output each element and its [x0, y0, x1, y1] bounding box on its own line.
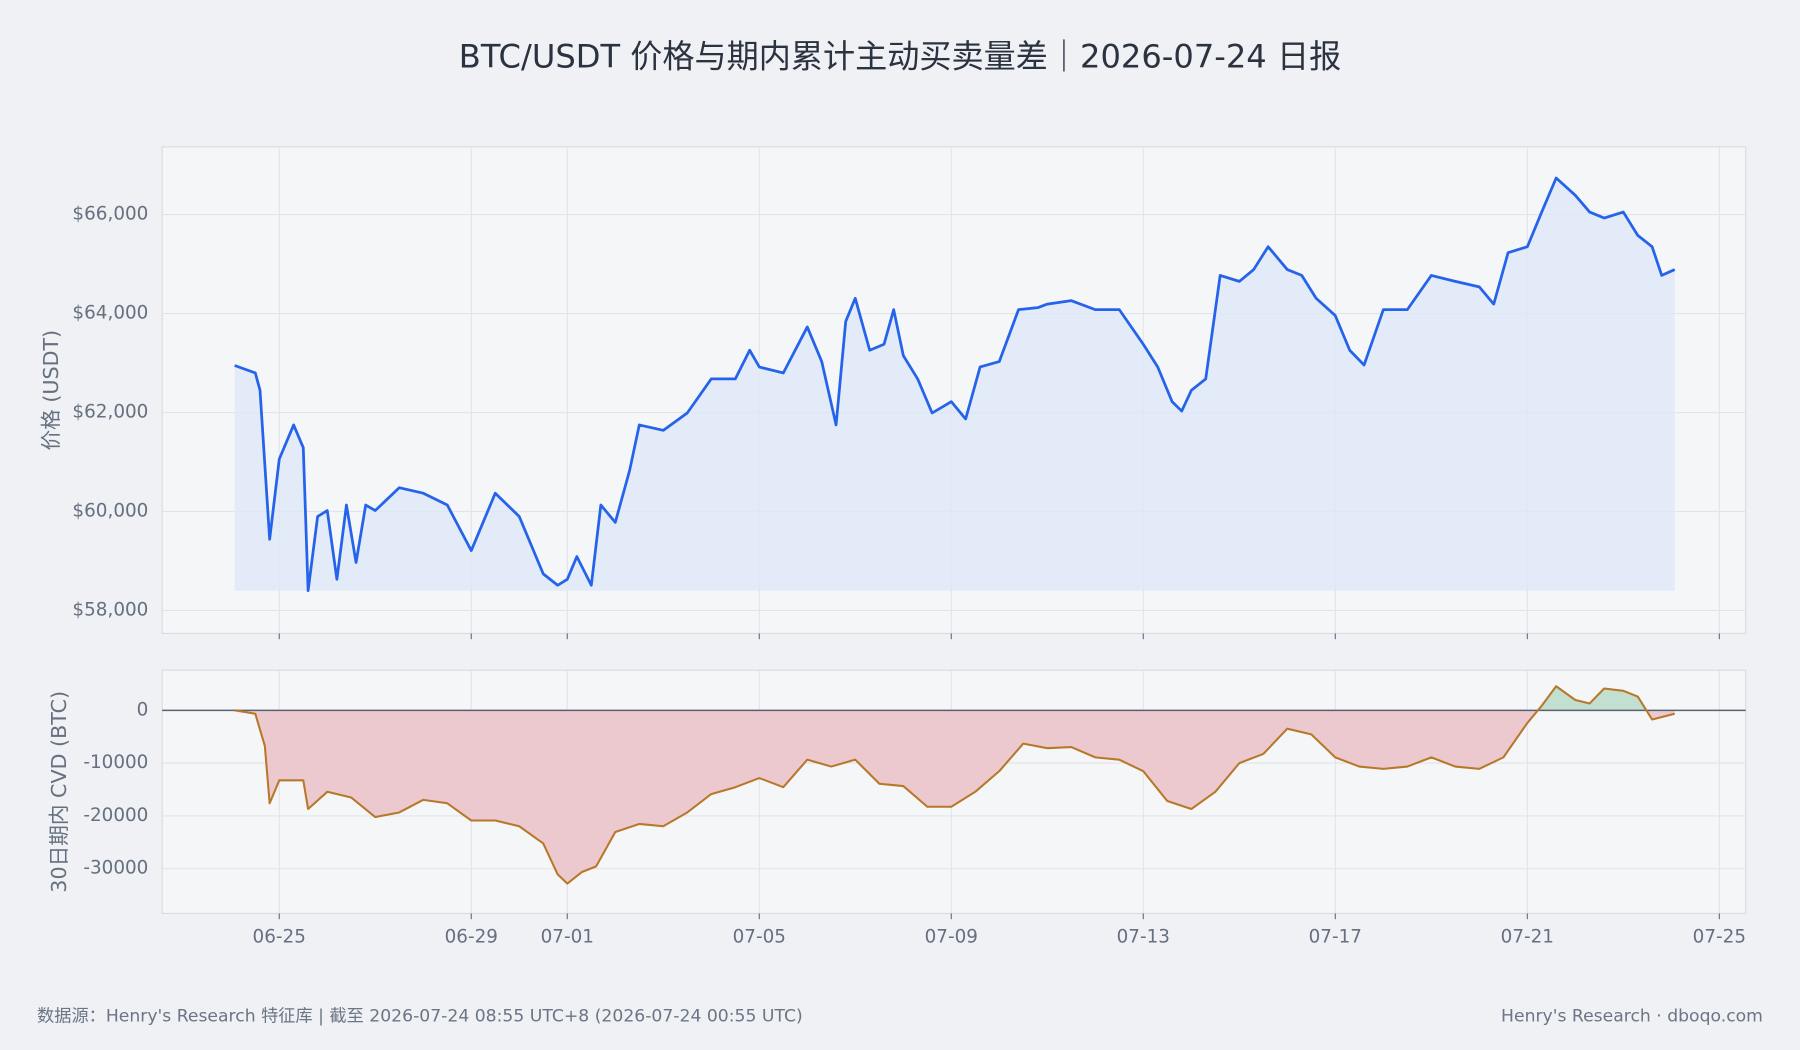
- x-tick-label: 06-25: [253, 927, 306, 948]
- footer-source: 数据源：Henry's Research 特征库 | 截至 2026-07-24…: [37, 1007, 803, 1027]
- x-tick-label: 06-29: [445, 927, 498, 948]
- y-axis-label: 价格 (USDT): [39, 330, 63, 451]
- y-tick-label: -30000: [83, 858, 148, 879]
- area-negative: [234, 710, 1675, 884]
- y-axis-label: 30日期内 CVD (BTC): [47, 691, 71, 893]
- y-tick-label: $58,000: [72, 599, 148, 620]
- x-tick-label: 07-21: [1501, 927, 1554, 948]
- y-tick-label: 0: [137, 699, 149, 720]
- series-line: [234, 176, 1676, 593]
- y-tick-label: $60,000: [72, 501, 148, 522]
- series-line: [234, 685, 1675, 885]
- x-tick-label: 07-13: [1117, 927, 1170, 948]
- y-tick-label: -20000: [83, 805, 148, 826]
- y-tick-label: $62,000: [72, 402, 148, 423]
- x-tick-label: 07-09: [925, 927, 978, 948]
- x-tick-label: 07-17: [1309, 927, 1362, 948]
- chart-title: BTC/USDT 价格与期内累计主动买卖量差｜2026-07-24 日报: [459, 38, 1341, 76]
- x-tick-label: 07-05: [733, 927, 786, 948]
- x-tick-label: 07-01: [541, 927, 594, 948]
- footer-brand: Henry's Research · dboqo.com: [1501, 1007, 1763, 1027]
- y-tick-label: $64,000: [72, 303, 148, 324]
- x-tick-label: 07-25: [1693, 927, 1746, 948]
- y-tick-label: -10000: [83, 752, 148, 773]
- y-tick-label: $66,000: [72, 204, 148, 225]
- area-fill: [234, 177, 1675, 591]
